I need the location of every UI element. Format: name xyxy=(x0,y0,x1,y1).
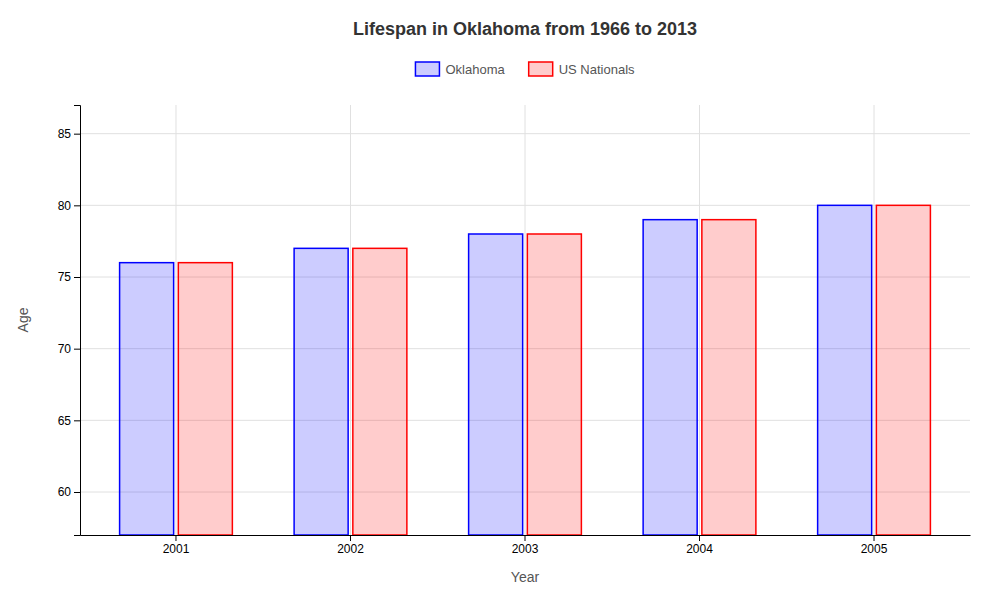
grid-line-x xyxy=(350,105,351,535)
legend: Oklahoma US Nationals xyxy=(415,62,635,77)
tick-label: 75 xyxy=(58,270,72,284)
tick-label: 2005 xyxy=(861,542,888,556)
bar xyxy=(469,234,523,535)
legend-item: Oklahoma xyxy=(415,62,505,77)
bar xyxy=(702,220,756,535)
tick: 65 xyxy=(58,414,80,428)
tick: 60 xyxy=(58,485,80,499)
tick-mark xyxy=(699,535,700,541)
legend-swatch xyxy=(415,62,439,76)
legend-item: US Nationals xyxy=(529,62,635,77)
bar-series xyxy=(120,205,872,535)
tick-label: 60 xyxy=(58,485,72,499)
grid xyxy=(80,105,970,535)
tick-mark xyxy=(175,535,176,541)
tick-label: 2003 xyxy=(512,542,539,556)
tick-label: 65 xyxy=(58,414,72,428)
bar-series xyxy=(178,205,930,535)
title: Lifespan in Oklahoma from 1966 to 2013 xyxy=(353,19,697,39)
tick-mark xyxy=(74,134,80,135)
tick: 2002 xyxy=(337,535,364,556)
legend-swatch xyxy=(529,62,553,76)
y-axis-label: Age xyxy=(15,307,31,332)
bar xyxy=(178,263,232,535)
tick: 2005 xyxy=(861,535,888,556)
tick-mark xyxy=(74,420,80,421)
legend-label: US Nationals xyxy=(559,62,635,77)
tick-mark xyxy=(74,492,80,493)
tick-mark xyxy=(350,535,351,541)
tick-label: 80 xyxy=(58,199,72,213)
tick: 80 xyxy=(58,199,80,213)
grid-line-x xyxy=(175,105,176,535)
tick: 85 xyxy=(58,127,80,141)
tick: 2003 xyxy=(512,535,539,556)
grid-line-x xyxy=(874,105,875,535)
bar xyxy=(120,263,174,535)
grid-line-x xyxy=(525,105,526,535)
tick: 75 xyxy=(58,270,80,284)
bars xyxy=(120,205,931,535)
bar xyxy=(643,220,697,535)
chart-svg: 2001 2002 2003 2004 2005 60 65 70 75 80 85 Lifespan… xyxy=(0,0,1000,600)
tick-mark xyxy=(74,349,80,350)
tick-label: 85 xyxy=(58,127,72,141)
axis-line xyxy=(74,106,81,536)
bar xyxy=(818,205,872,535)
bar xyxy=(527,234,581,535)
tick-mark xyxy=(74,205,80,206)
tick-mark xyxy=(525,535,526,541)
tick-label: 70 xyxy=(58,342,72,356)
bar xyxy=(876,205,930,535)
grid-line-x xyxy=(699,105,700,535)
tick-mark xyxy=(874,535,875,541)
tick-mark xyxy=(74,277,80,278)
y-axis: 60 65 70 75 80 85 xyxy=(58,106,81,536)
tick: 2001 xyxy=(163,535,190,556)
bar xyxy=(353,248,407,535)
tick: 2004 xyxy=(686,535,713,556)
x-axis-label: Year xyxy=(511,569,540,585)
x-axis: 2001 2002 2003 2004 2005 xyxy=(81,535,971,556)
bar xyxy=(294,248,348,535)
tick-label: 2004 xyxy=(686,542,713,556)
tick: 70 xyxy=(58,342,80,356)
legend-label: Oklahoma xyxy=(445,62,505,77)
tick-label: 2001 xyxy=(163,542,190,556)
tick-label: 2002 xyxy=(337,542,364,556)
